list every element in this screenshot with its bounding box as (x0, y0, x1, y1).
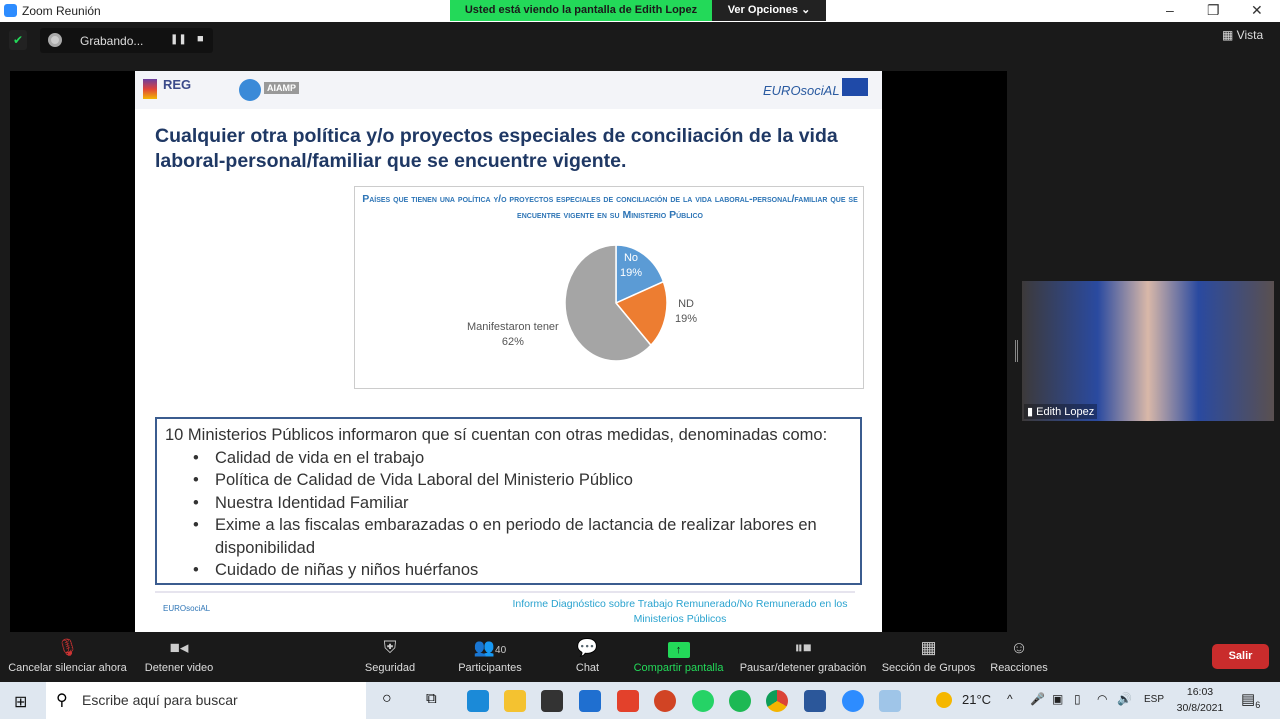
network-device-icon[interactable]: ▣ (1052, 692, 1064, 706)
task-view-icon[interactable]: ⧉ (426, 690, 437, 707)
screen-share-banner: Usted está viendo la pantalla de Edith L… (450, 0, 712, 21)
reg-logo: REG (163, 77, 192, 92)
pie-slice-no (615, 244, 665, 305)
microphone-icon[interactable]: 🎤 (1030, 692, 1045, 706)
paint-icon[interactable] (879, 690, 901, 712)
breakout-rooms-button[interactable]: ▦ Sección de Grupos (881, 638, 976, 674)
stop-recording-button[interactable]: ■ (197, 33, 204, 45)
recording-indicator: Grabando... ❚❚ ■ (40, 28, 213, 53)
measures-box: 10 Ministerios Públicos informaron que s… (155, 417, 862, 585)
chrome-icon[interactable] (766, 690, 788, 712)
footer-right: Informe Diagnóstico sobre Trabajo Remune… (512, 598, 848, 625)
participants-button[interactable]: 👥40 Participantes (455, 632, 525, 682)
pie-slice-manifestaron-tener (564, 244, 652, 362)
spotify-icon[interactable] (729, 690, 751, 712)
reactions-button[interactable]: ☺ Reacciones (988, 632, 1050, 682)
mic-muted-icon: 🎙 (56, 638, 79, 657)
shield-icon: ⛨ (383, 638, 397, 657)
video-camera-icon: ■◂ (169, 638, 189, 657)
mail-icon[interactable] (579, 690, 601, 712)
volume-icon[interactable]: 🔊 (1117, 692, 1132, 706)
record-icon (48, 33, 62, 47)
slide-header: REG AIAMP EUROsociAL (135, 71, 882, 109)
list-item: Política de Calidad de Vida Laboral del … (193, 469, 852, 492)
powerpoint-icon[interactable] (654, 690, 676, 712)
temperature[interactable]: 21°C (962, 692, 992, 707)
pause-stop-recording-button[interactable]: ⏸⏹ Pausar/detener grabación (739, 638, 867, 674)
list-item: Cuidado de niñas y niños huérfanos (193, 559, 852, 582)
security-shield-icon[interactable]: ✔ (9, 30, 27, 50)
clock[interactable]: 16:03 30/8/2021 (1176, 686, 1224, 714)
list-item: Nuestra Identidad Familiar (193, 492, 852, 515)
eurosocial-logo: EUROsociAL (763, 83, 840, 98)
security-button[interactable]: ⛨ Seguridad (360, 632, 420, 682)
recording-label: Grabando... (80, 34, 144, 48)
store-icon[interactable] (541, 690, 563, 712)
edge-icon[interactable] (467, 690, 489, 712)
language-indicator[interactable]: ESP (1144, 694, 1165, 705)
emoji-icon: ☺ (1010, 638, 1028, 657)
notifications-icon[interactable]: ▤6 (1241, 691, 1261, 710)
footer-divider (155, 591, 855, 593)
tray-overflow-icon[interactable]: ^ (1007, 692, 1013, 706)
search-icon: ⚲ (56, 692, 68, 709)
resize-handle[interactable] (1015, 340, 1018, 362)
chat-icon: 💬 (576, 638, 599, 657)
footer-left: EUROsociAL (163, 604, 211, 613)
participant-video[interactable]: ▮ Edith Lopez (1022, 281, 1274, 421)
list-item: Exime a las fiscalas embarazadas o en pe… (193, 514, 852, 559)
whatsapp-icon[interactable] (692, 690, 714, 712)
pause-recording-button[interactable]: ❚❚ (170, 34, 187, 45)
battery-icon[interactable]: ▯ (1074, 692, 1081, 706)
list-item: Calidad de vida en el trabajo (193, 447, 852, 470)
slice-label-no: No 19% (620, 252, 643, 279)
weather-icon[interactable] (936, 692, 952, 708)
chart-title: Países que tienen una política y/o proye… (362, 193, 858, 221)
measures-intro: 10 Ministerios Públicos informaron que s… (165, 426, 828, 444)
slice-label-nd: ND 19% (675, 298, 698, 325)
share-screen-button[interactable]: ↑ Compartir pantalla (630, 632, 727, 682)
slide-title: Cualquier otra política y/o proyectos es… (155, 125, 838, 172)
participant-name: ▮ Edith Lopez (1024, 404, 1098, 419)
taskbar-search-input[interactable]: Escribe aquí para buscar (46, 682, 366, 719)
pie-svg (564, 244, 668, 362)
slide: REG AIAMP EUROsociAL Cualquier otra polí… (135, 71, 882, 632)
reg-logo-icon (143, 79, 157, 99)
slice-label-manifestaron: Manifestaron tener 62% (467, 321, 559, 348)
cortana-icon[interactable]: ○ (382, 690, 392, 707)
eu-flag-icon (842, 78, 868, 96)
pie-slice-nd (614, 280, 668, 347)
view-options-button[interactable]: Ver Opciones ⌄ (712, 0, 826, 21)
word-icon[interactable] (804, 690, 826, 712)
file-explorer-icon[interactable] (504, 690, 526, 712)
stop-video-button[interactable]: ■◂ Detener video (140, 632, 218, 682)
restore-button[interactable]: ❐ (1207, 2, 1220, 18)
aiamp-logo: AIAMP (264, 82, 299, 94)
leave-button[interactable]: Salir (1212, 644, 1269, 669)
unmute-button[interactable]: 🎙 Cancelar silenciar ahora (5, 632, 130, 682)
office-icon[interactable] (617, 690, 639, 712)
wifi-icon[interactable]: ◠ (1097, 692, 1108, 706)
pie-chart: Países que tienen una política y/o proye… (354, 186, 864, 389)
aiamp-logo-icon (239, 79, 261, 101)
zoom-icon[interactable] (842, 690, 864, 712)
chat-button[interactable]: 💬 Chat (570, 632, 605, 682)
zoom-logo-icon (4, 4, 17, 17)
share-arrow-icon: ↑ (630, 638, 727, 658)
view-button[interactable]: ▦ Vista (1222, 28, 1264, 42)
signal-icon: ▮ (1027, 406, 1037, 418)
minimize-button[interactable]: – (1166, 2, 1174, 18)
windows-start-icon[interactable]: ⊞ (14, 694, 28, 711)
meeting-toolbar: 🎙 Cancelar silenciar ahora ■◂ Detener vide… (0, 632, 1280, 682)
pause-stop-icon: ⏸⏹ (794, 638, 812, 657)
grid-icon: ▦ (920, 638, 937, 657)
close-button[interactable]: ✕ (1251, 2, 1263, 18)
window-title: Zoom Reunión (22, 4, 101, 18)
participants-icon: 👥40 (473, 638, 507, 657)
